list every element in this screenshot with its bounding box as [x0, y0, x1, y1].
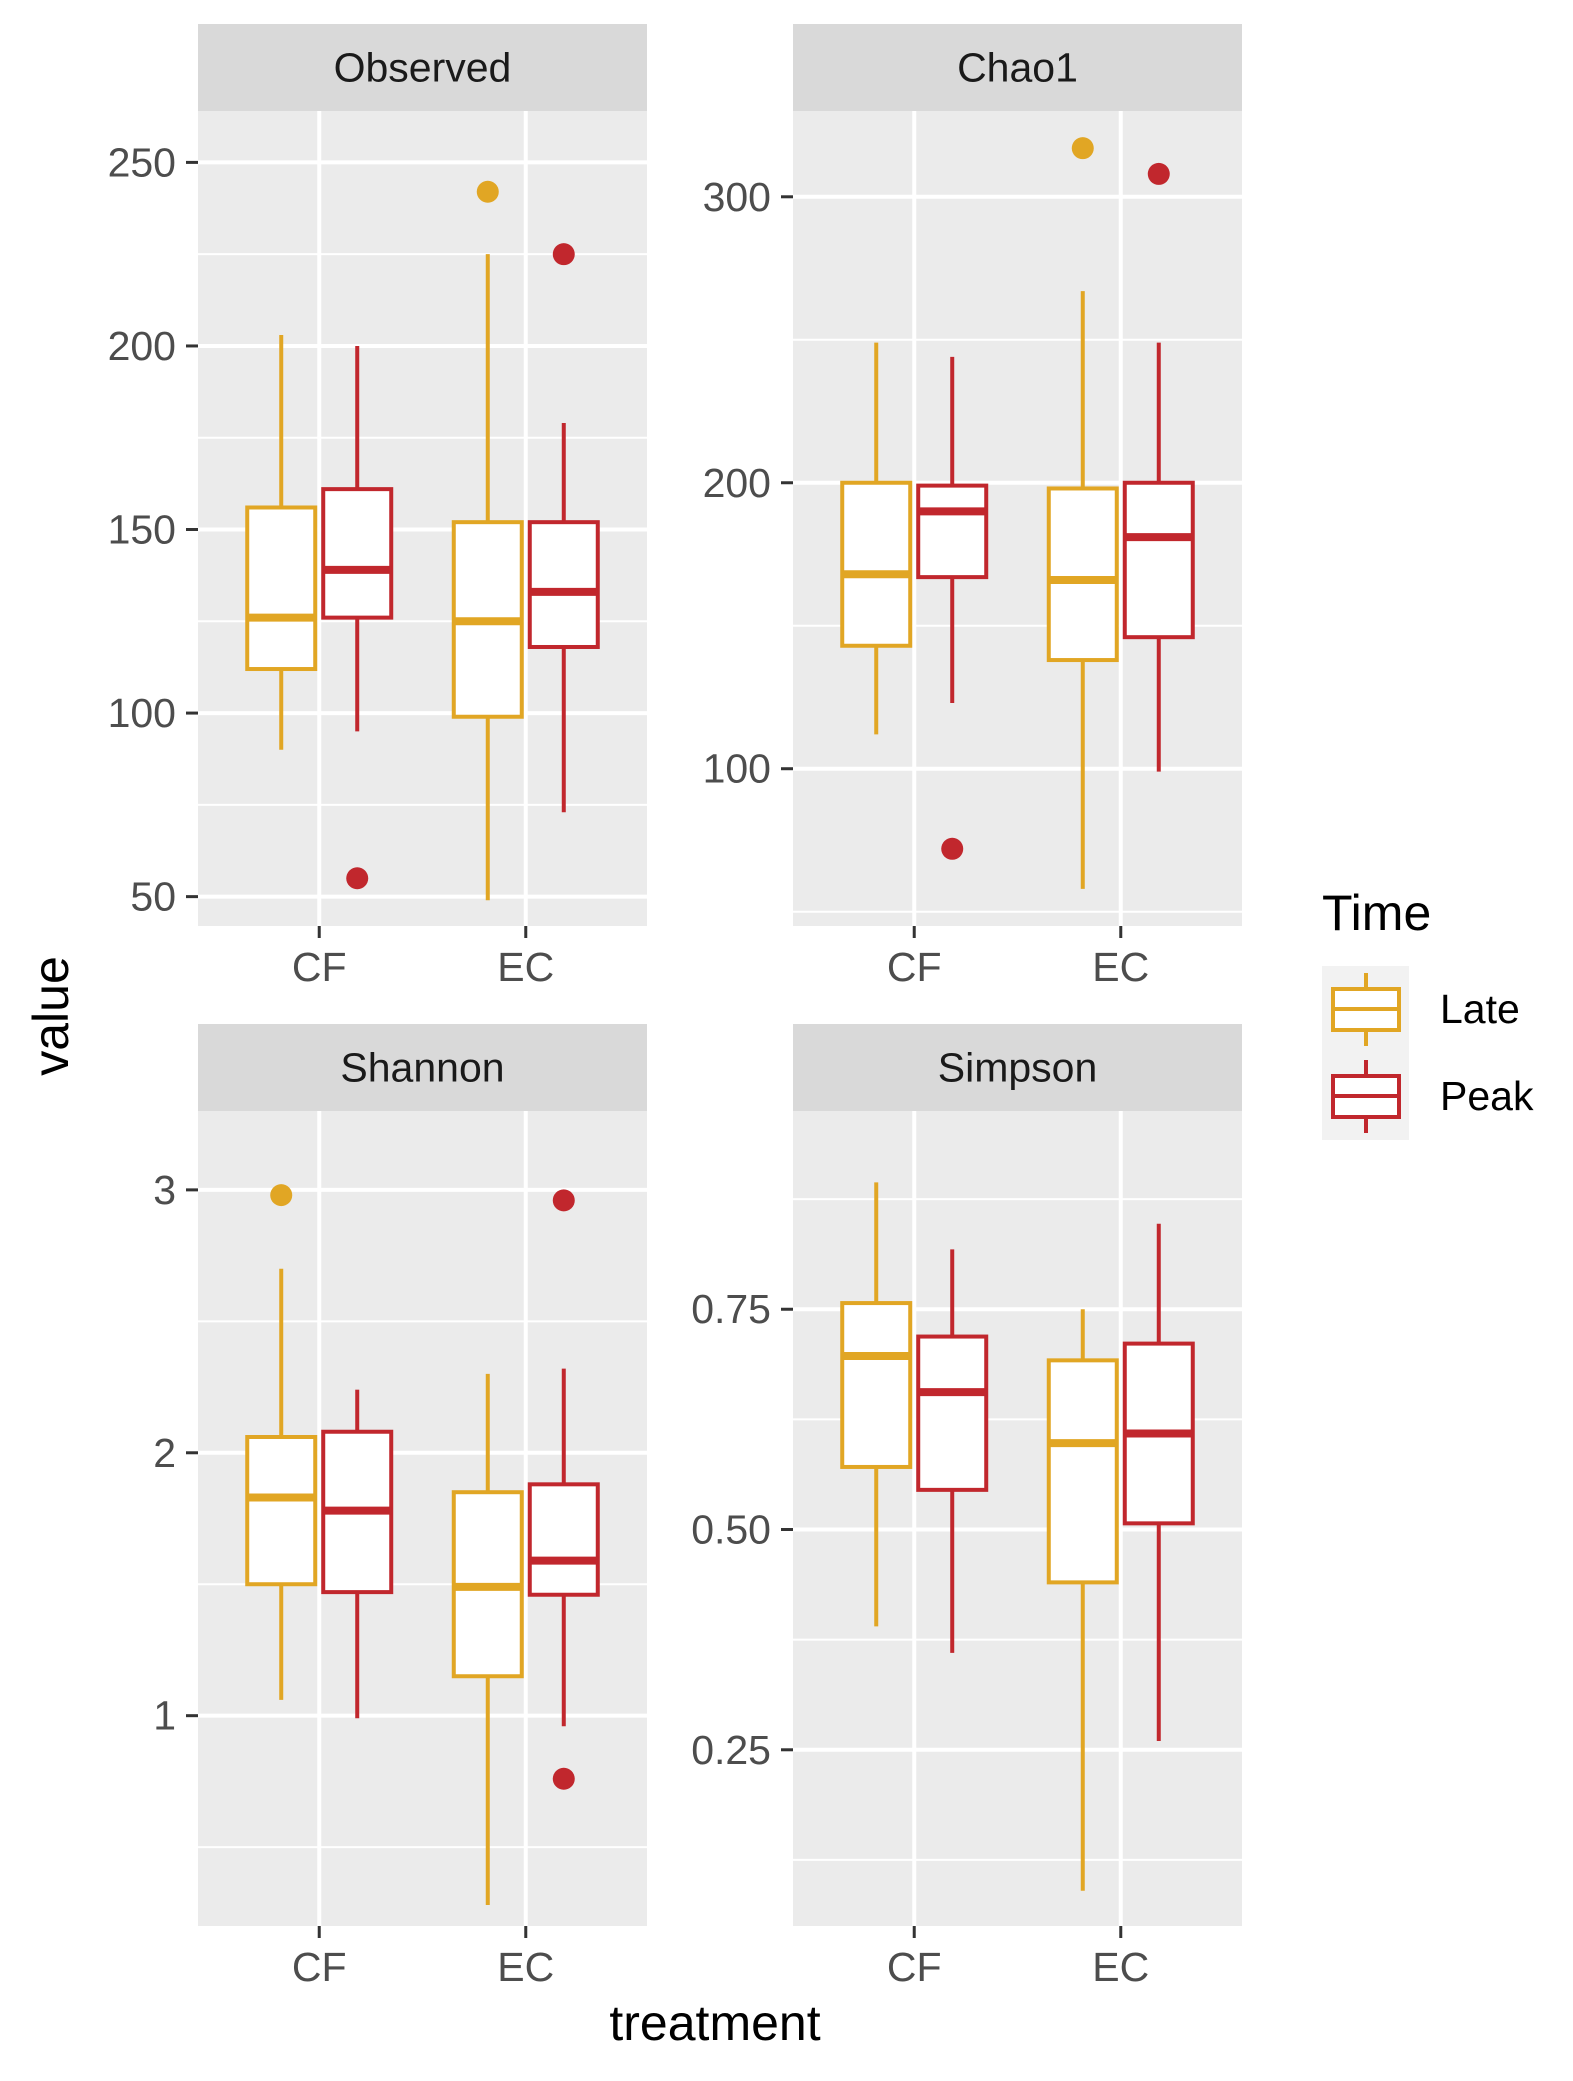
box-cf-peak	[916, 356, 989, 860]
x-tick-label: EC	[1092, 1944, 1149, 1990]
x-axis-title: treatment	[609, 1995, 820, 2051]
iqr-box	[527, 520, 600, 649]
x-tick-label: EC	[497, 944, 554, 990]
box-ec-late	[451, 180, 524, 901]
iqr-box	[916, 483, 989, 580]
iqr-box	[527, 1482, 600, 1597]
strip-background	[198, 24, 647, 111]
panel-simpson: Simpson 0.25 0.50 0.75 CF EC	[691, 1024, 1242, 1990]
iqr-box	[1122, 480, 1195, 640]
outlier-point	[552, 1189, 575, 1212]
iqr-box	[321, 487, 394, 620]
y-tick-label: 3	[153, 1167, 176, 1213]
y-tick-label: 50	[130, 874, 176, 920]
box-cf-late	[245, 1184, 318, 1700]
y-tick-label: 1	[153, 1693, 176, 1739]
box-ec-peak	[527, 1189, 600, 1790]
outlier-point	[552, 1767, 575, 1790]
panel-shannon: Shannon 1 2 3 CF EC	[153, 1024, 647, 1990]
x-tick-label: CF	[292, 944, 347, 990]
iqr-box	[245, 1435, 318, 1587]
strip-background	[198, 1024, 647, 1111]
outlier-point	[941, 837, 964, 860]
box-ec-late	[451, 1373, 524, 1905]
iqr-box	[1046, 486, 1119, 663]
x-tick-label: EC	[497, 1944, 554, 1990]
y-tick-label: 0.25	[691, 1727, 771, 1773]
panel-title: Shannon	[340, 1045, 504, 1091]
y-tick-label: 150	[108, 507, 176, 553]
box-ec-peak	[527, 243, 600, 813]
outlier-point	[476, 180, 499, 203]
strip-background	[793, 24, 1242, 111]
legend-key-late	[1322, 966, 1409, 1053]
outlier-point	[552, 243, 575, 266]
outlier-point	[1071, 137, 1094, 160]
panel-title: Chao1	[957, 45, 1078, 91]
panel-chao1: Chao1 100 200 300 CF EC	[703, 24, 1242, 990]
legend-key-peak	[1322, 1053, 1409, 1140]
y-tick-label: 0.75	[691, 1286, 771, 1332]
panel-title: Observed	[334, 45, 512, 91]
box-ec-late	[1046, 137, 1119, 889]
y-tick-label: 200	[703, 460, 771, 506]
y-axis-title: value	[23, 956, 79, 1076]
iqr-box	[916, 1334, 989, 1492]
box-ec-peak	[1122, 1223, 1195, 1741]
outlier-point	[346, 867, 369, 890]
box-cf-peak	[321, 345, 394, 890]
outlier-point	[1147, 162, 1170, 185]
outlier-point	[270, 1184, 293, 1207]
y-tick-label: 200	[108, 323, 176, 369]
y-tick-label: 250	[108, 139, 176, 185]
box-ec-late	[1046, 1309, 1119, 1891]
x-tick-label: CF	[887, 944, 942, 990]
box-ec-peak	[1122, 162, 1195, 772]
iqr-box	[840, 480, 913, 648]
legend-label: Late	[1440, 986, 1520, 1032]
box-cf-late	[840, 1182, 913, 1627]
box-cf-late	[840, 342, 913, 735]
legend-title: Time	[1322, 885, 1431, 941]
x-tick-label: CF	[887, 1944, 942, 1990]
strip-background	[793, 1024, 1242, 1111]
iqr-box	[1046, 1358, 1119, 1585]
box-cf-peak	[916, 1249, 989, 1653]
panel-observed: Observed 50 100 150 200 250 CF EC	[108, 24, 647, 990]
y-tick-label: 100	[703, 746, 771, 792]
iqr-box	[840, 1301, 913, 1469]
x-tick-label: EC	[1092, 944, 1149, 990]
y-tick-label: 2	[153, 1430, 176, 1476]
y-tick-label: 100	[108, 690, 176, 736]
box-cf-peak	[321, 1389, 394, 1719]
panel-title: Simpson	[938, 1045, 1098, 1091]
box-cf-late	[245, 334, 318, 750]
y-tick-label: 300	[703, 174, 771, 220]
y-tick-label: 0.50	[691, 1507, 771, 1553]
iqr-box	[245, 505, 318, 672]
x-tick-label: CF	[292, 1944, 347, 1990]
legend-label: Peak	[1440, 1073, 1534, 1119]
